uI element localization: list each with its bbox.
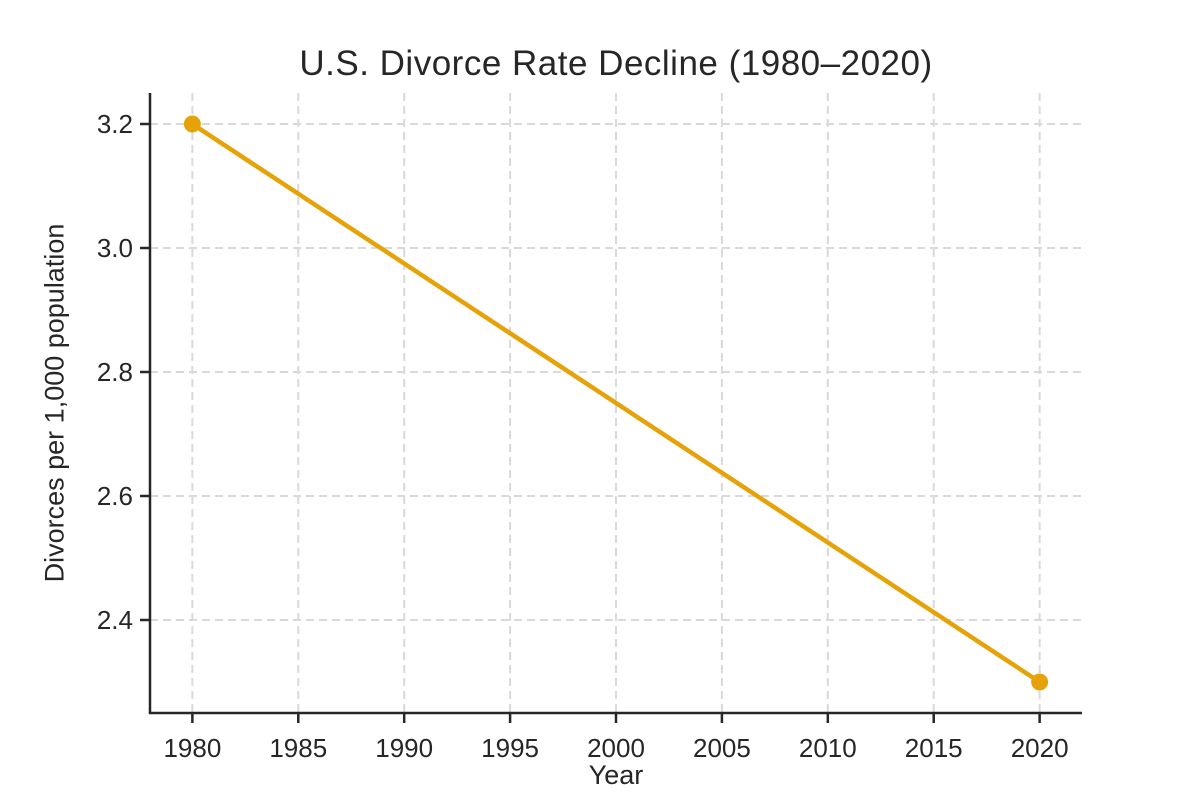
x-axis-label: Year [588,760,644,790]
data-point-marker [183,115,201,133]
x-axis-tick-label: 2015 [905,733,963,763]
x-axis-tick-label: 1990 [375,733,433,763]
chart-title: U.S. Divorce Rate Decline (1980–2020) [299,44,933,83]
y-axis-tick-label: 2.6 [97,481,133,511]
y-axis-tick-label: 2.4 [97,605,133,635]
data-line-divorce-rate [190,121,1042,685]
x-axis-tick-label: 1985 [269,733,327,763]
x-axis-tick-label: 2010 [799,733,857,763]
y-axis-tick-label: 2.8 [97,357,133,387]
y-axis-tick-label: 3.2 [97,109,133,139]
x-axis-tick-label: 1980 [163,733,221,763]
x-axis-tick-label: 2020 [1011,733,1069,763]
y-axis-tick-label: 3.0 [97,233,133,263]
x-axis-tick-label: 2005 [693,733,751,763]
x-axis-tick-label: 2000 [587,733,645,763]
y-axis-label: Divorces per 1,000 population [39,223,70,583]
data-point-marker [1031,673,1049,691]
x-axis-tick-label: 1995 [481,733,539,763]
